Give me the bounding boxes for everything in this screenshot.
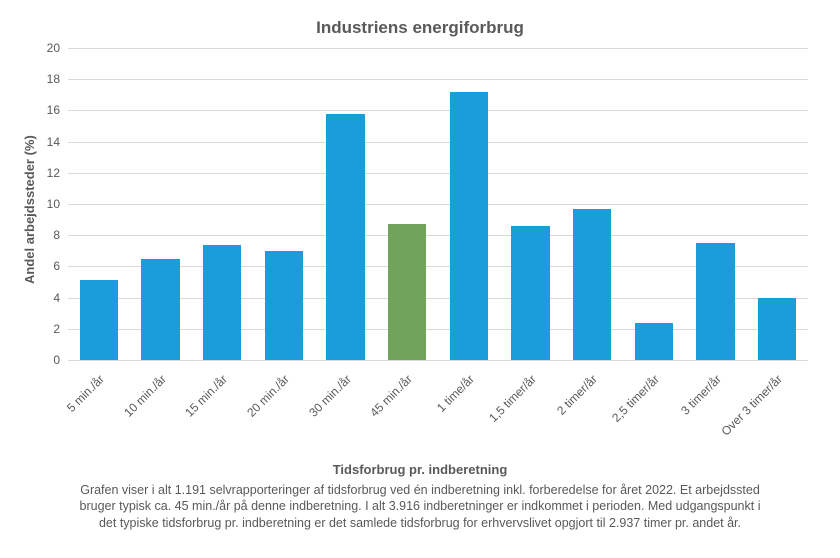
xtick-label: 1 time/år [434, 372, 477, 415]
ytick-label: 6 [53, 259, 68, 273]
plot-area: 024681012141618205 min./år10 min./år15 m… [68, 48, 808, 360]
ytick-label: 0 [53, 353, 68, 367]
xtick-label: 2,5 timer/år [609, 372, 662, 425]
xtick-label: 5 min./år [64, 372, 107, 415]
xtick-label: 30 min./år [306, 372, 354, 420]
bar [388, 224, 426, 360]
bar [265, 251, 303, 360]
gridline [68, 48, 808, 49]
gridline [68, 235, 808, 236]
ytick-label: 16 [47, 103, 68, 117]
ytick-label: 18 [47, 72, 68, 86]
gridline [68, 204, 808, 205]
ytick-label: 2 [53, 322, 68, 336]
chart-caption: Grafen viser i alt 1.191 selvrapporterin… [70, 482, 770, 531]
xtick-label: 20 min./år [244, 372, 292, 420]
gridline [68, 173, 808, 174]
ytick-label: 4 [53, 291, 68, 305]
xtick-label: Over 3 timer/år [719, 372, 785, 438]
bar [758, 298, 796, 360]
bar [203, 245, 241, 360]
xtick-label: 10 min./år [121, 372, 169, 420]
gridline [68, 360, 808, 361]
bar [141, 259, 179, 360]
ytick-label: 8 [53, 228, 68, 242]
chart-title: Industriens energiforbrug [0, 18, 840, 38]
x-axis-label: Tidsforbrug pr. indberetning [0, 462, 840, 477]
bar [511, 226, 549, 360]
xtick-label: 15 min./år [182, 372, 230, 420]
bar [450, 92, 488, 360]
xtick-label: 1,5 timer/år [486, 372, 539, 425]
ytick-label: 12 [47, 166, 68, 180]
xtick-label: 3 timer/år [678, 372, 724, 418]
ytick-label: 10 [47, 197, 68, 211]
gridline [68, 79, 808, 80]
bar [573, 209, 611, 360]
gridline [68, 110, 808, 111]
bar [326, 114, 364, 360]
bar [80, 280, 118, 360]
chart-container: { "chart": { "type": "bar", "title": "In… [0, 0, 840, 558]
y-axis-label: Andel arbejdssteder (%) [22, 135, 37, 284]
ytick-label: 20 [47, 41, 68, 55]
bar [696, 243, 734, 360]
gridline [68, 142, 808, 143]
xtick-label: 2 timer/år [554, 372, 600, 418]
ytick-label: 14 [47, 135, 68, 149]
xtick-label: 45 min./år [367, 372, 415, 420]
bar [635, 323, 673, 360]
